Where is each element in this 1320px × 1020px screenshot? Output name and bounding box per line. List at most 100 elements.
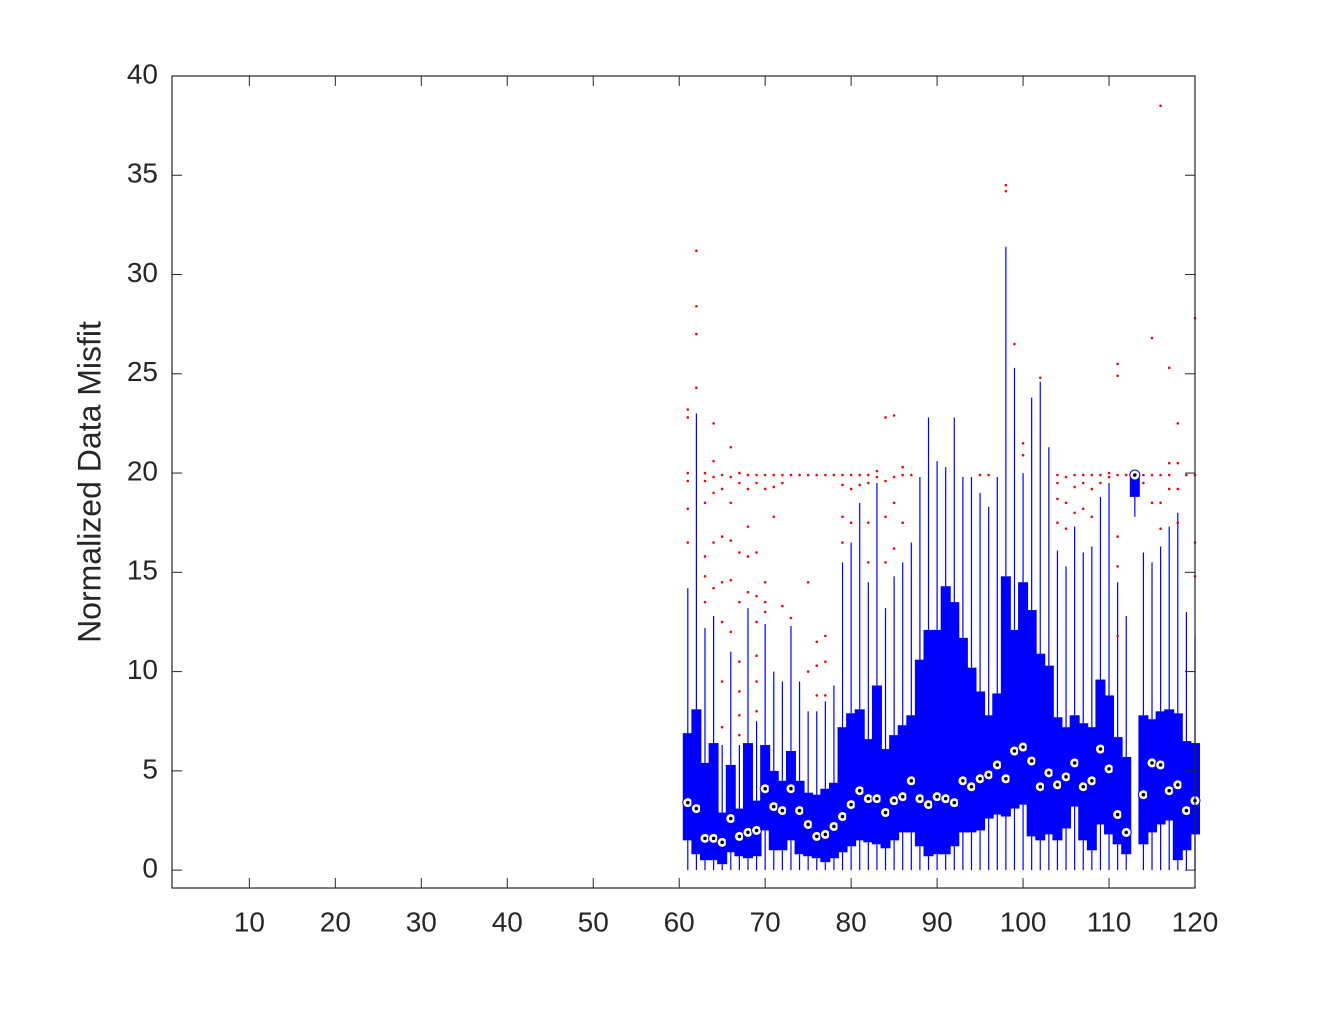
- outlier: [1090, 515, 1094, 519]
- x-tick-label: 120: [1172, 906, 1219, 937]
- outlier: [720, 535, 724, 538]
- outlier: [755, 710, 758, 713]
- outlier: [1099, 473, 1102, 477]
- median-dot: [789, 786, 793, 791]
- median-dot: [1115, 812, 1120, 817]
- box: [1181, 741, 1192, 851]
- box: [742, 743, 753, 859]
- outlier: [703, 555, 707, 558]
- outlier: [1159, 527, 1162, 530]
- outlier: [720, 580, 724, 584]
- outlier: [712, 422, 715, 425]
- outlier: [789, 473, 793, 477]
- outlier: [695, 304, 698, 308]
- median-dot: [1124, 830, 1129, 835]
- box: [794, 780, 805, 855]
- outlier: [1159, 104, 1162, 108]
- outlier: [729, 475, 733, 479]
- median-dot: [952, 800, 957, 805]
- median-dot: [685, 800, 690, 805]
- outlier: [1021, 453, 1025, 457]
- outlier: [884, 479, 887, 483]
- median-dot: [1090, 778, 1094, 783]
- outlier: [1116, 634, 1119, 638]
- outlier: [849, 487, 853, 491]
- outlier: [695, 249, 698, 253]
- median-dot: [1064, 775, 1068, 779]
- box: [828, 782, 839, 859]
- outlier: [1159, 473, 1162, 477]
- box: [949, 602, 960, 847]
- median-dot: [720, 840, 724, 845]
- outlier: [738, 481, 741, 485]
- median-dot: [943, 796, 948, 801]
- outlier: [1107, 471, 1111, 475]
- outlier: [858, 483, 862, 487]
- outlier: [978, 473, 982, 477]
- box: [785, 751, 796, 841]
- outlier: [910, 473, 913, 477]
- box: [1112, 737, 1123, 845]
- outlier: [729, 501, 733, 505]
- y-tick-label: 30: [127, 257, 158, 288]
- x-tick-label: 70: [750, 906, 781, 937]
- outlier: [720, 725, 724, 729]
- box: [1018, 582, 1029, 805]
- box: [975, 691, 986, 831]
- median-dot: [961, 778, 965, 783]
- outlier: [772, 485, 776, 489]
- median-dot: [1107, 767, 1111, 771]
- outlier: [824, 473, 827, 477]
- outlier: [806, 670, 810, 673]
- y-tick-label: 0: [142, 853, 158, 884]
- outlier: [867, 481, 870, 485]
- box: [1147, 719, 1158, 833]
- outlier: [789, 616, 793, 620]
- outlier: [763, 487, 767, 491]
- y-tick-label: 20: [127, 455, 158, 486]
- box: [932, 629, 943, 855]
- outlier: [1107, 475, 1111, 479]
- outlier: [841, 473, 844, 477]
- median-dot: [969, 784, 974, 789]
- outlier: [884, 561, 887, 564]
- outlier: [729, 578, 733, 582]
- box: [1052, 717, 1063, 841]
- outlier: [1176, 422, 1180, 425]
- outlier: [1073, 473, 1076, 477]
- median-dot: [866, 796, 871, 801]
- outlier: [1116, 374, 1119, 378]
- outlier: [695, 332, 698, 336]
- outlier: [712, 459, 715, 463]
- outlier: [1081, 481, 1085, 485]
- box: [863, 739, 874, 843]
- outlier: [815, 473, 819, 477]
- box: [992, 693, 1003, 815]
- outlier: [738, 733, 741, 737]
- outlier: [772, 473, 776, 477]
- outlier: [841, 515, 844, 519]
- x-tick-label: 80: [836, 906, 867, 937]
- box: [725, 764, 736, 853]
- outlier: [755, 594, 758, 598]
- outlier: [763, 580, 767, 584]
- outlier: [1116, 535, 1119, 538]
- outlier: [712, 491, 715, 495]
- outlier: [987, 473, 990, 477]
- median-dot: [780, 808, 785, 813]
- x-tick-label: 20: [320, 906, 351, 937]
- x-tick-label: 10: [234, 906, 265, 937]
- outlier: [1056, 481, 1059, 485]
- outlier: [1116, 473, 1119, 477]
- outlier: [763, 473, 767, 477]
- median-dot: [711, 836, 716, 841]
- outlier: [729, 630, 733, 634]
- box: [957, 637, 968, 833]
- axes-frame: [171, 75, 1196, 889]
- outlier: [755, 680, 758, 683]
- median-dot: [900, 794, 905, 799]
- outlier: [824, 660, 827, 663]
- median-dot: [728, 816, 733, 821]
- outlier: [1150, 501, 1154, 505]
- outlier: [901, 465, 905, 469]
